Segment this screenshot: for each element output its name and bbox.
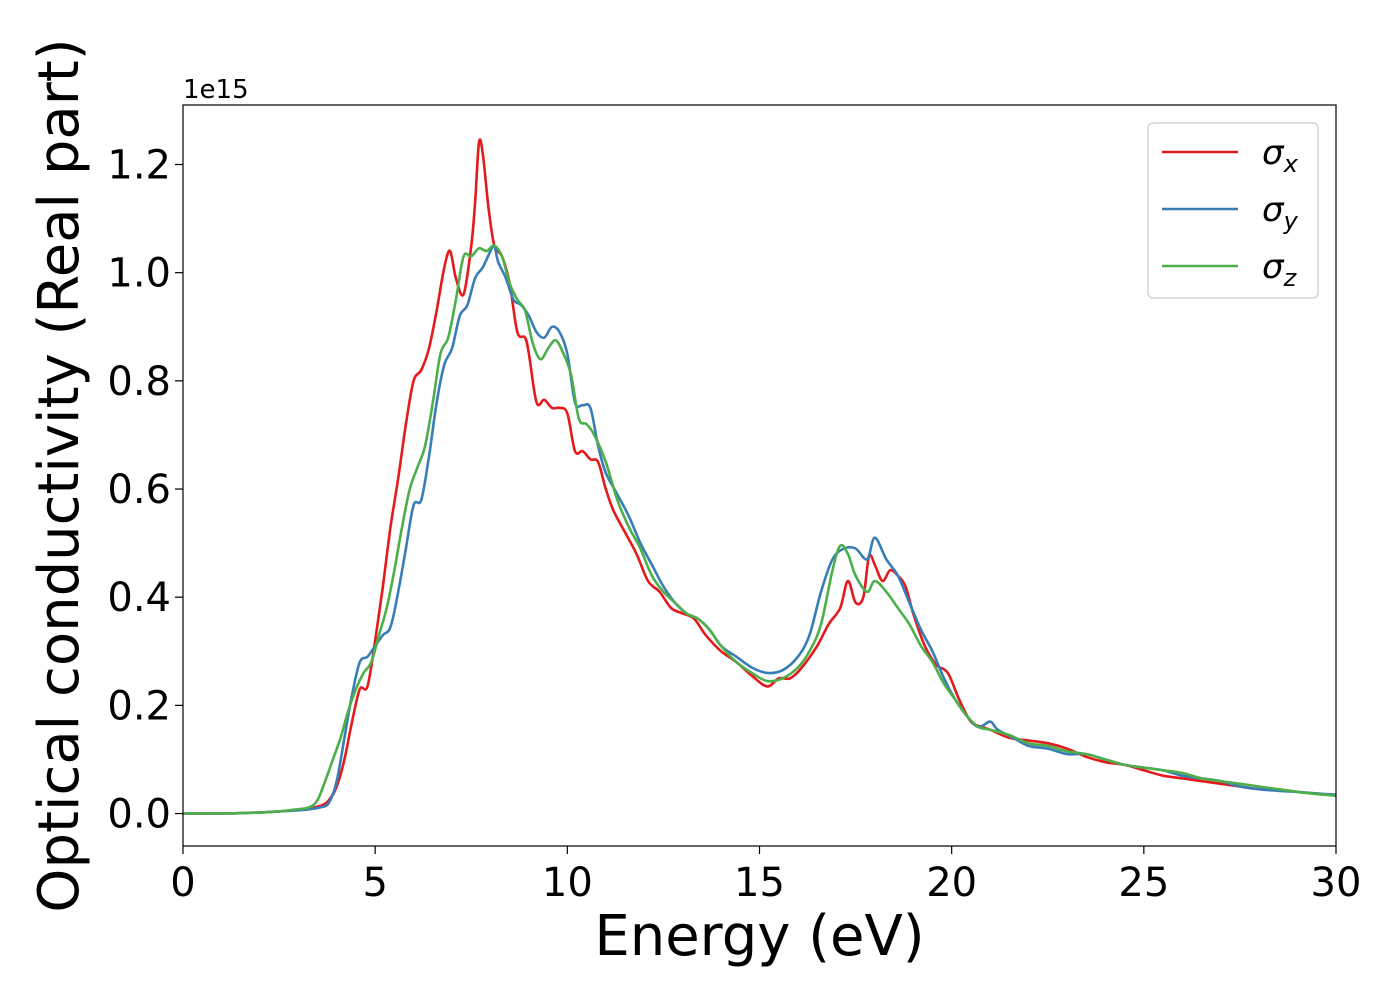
x-axis-label: Energy (eV) bbox=[594, 904, 924, 969]
y-tick-label: 1.0 bbox=[107, 251, 171, 297]
y-tick-label: 0.0 bbox=[107, 792, 171, 838]
y-tick-label: 1.2 bbox=[107, 142, 171, 188]
series-line-y bbox=[183, 243, 1336, 815]
series-line-z bbox=[183, 244, 1336, 815]
y-axis-label: Optical conductivity (Real part) bbox=[27, 38, 92, 912]
legend-box bbox=[1147, 122, 1319, 299]
y-tick-label: 0.8 bbox=[107, 359, 171, 405]
x-tick-label: 25 bbox=[1118, 860, 1169, 906]
x-tick-label: 0 bbox=[170, 860, 195, 906]
series-layer bbox=[183, 138, 1336, 815]
y-tick-label: 0.4 bbox=[107, 575, 171, 621]
y-tick-label: 0.2 bbox=[107, 683, 171, 729]
ticks-layer: 0 5 10 15 20 25 30 0.0 0.2 0.4 0.6 0.8 1.0 1.2 bbox=[107, 142, 1361, 906]
y-offset-label: 1e15 bbox=[183, 75, 249, 105]
x-tick-label: 15 bbox=[734, 860, 785, 906]
legend: σx σy σz bbox=[1147, 122, 1319, 299]
x-tick-label: 5 bbox=[362, 860, 387, 906]
x-tick-label: 10 bbox=[542, 860, 593, 906]
x-tick-label: 30 bbox=[1311, 860, 1362, 906]
legend-label-x: σx bbox=[1262, 133, 1299, 178]
legend-label-z: σz bbox=[1262, 247, 1298, 292]
x-tick-label: 20 bbox=[926, 860, 977, 906]
legend-label-y: σy bbox=[1262, 190, 1299, 235]
y-tick-label: 0.6 bbox=[107, 467, 171, 513]
